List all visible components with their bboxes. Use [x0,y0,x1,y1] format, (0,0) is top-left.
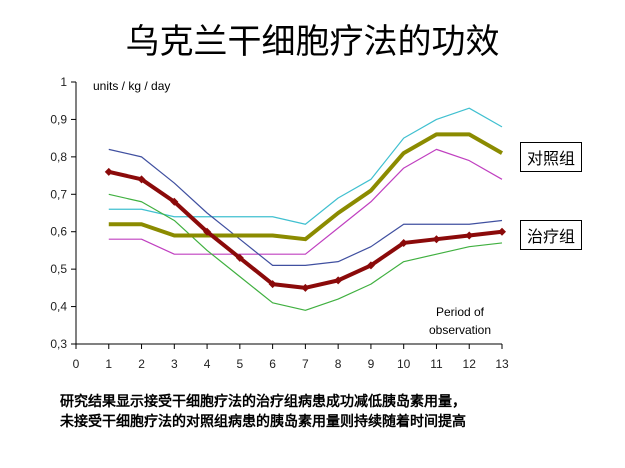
y-tick-label: 0,6 [50,225,67,239]
treatment-data-point [334,276,343,285]
y-axis-unit-label: units / kg / day [93,79,170,93]
x-tick-label: 11 [430,357,443,371]
series-line-treatment-mean [108,169,503,290]
legend-treatment-label: 治疗组 [520,220,583,250]
series-line-control-mean [108,132,503,242]
treatment-data-point [203,227,212,236]
x-tick-label: 1 [105,357,112,371]
series-line-control-upper [108,107,503,225]
x-tick-label: 4 [204,357,211,371]
x-axis-label-line2: observation [429,323,491,337]
treatment-data-point [268,280,277,289]
caption-line-1: 研究结果显示接受干细胞疗法的治疗组病患成功减低胰岛素用量， [60,394,466,410]
y-tick-label: 0,8 [50,150,67,164]
y-tick-label: 1 [60,75,67,89]
treatment-data-point [399,238,408,247]
x-tick-label: 0 [73,357,80,371]
treatment-data-point [432,235,441,244]
legend-control-label: 对照组 [520,142,583,172]
series-line-treatment-upper [108,148,503,266]
caption-line-2: 未接受干细胞疗法的对照组病患的胰岛素用量则持续随着时间提高 [60,414,466,430]
x-tick-label: 6 [269,357,276,371]
y-tick-label: 0,3 [50,337,67,351]
y-tick-label: 0,9 [50,112,67,126]
series-line-control-lower [108,148,503,255]
treatment-data-point [170,197,179,206]
treatment-data-point [498,227,506,236]
x-tick-label: 8 [335,357,342,371]
x-tick-label: 3 [171,357,178,371]
x-tick-label: 10 [397,357,411,371]
treatment-data-point [465,231,474,240]
treatment-data-point [235,253,244,262]
y-tick-label: 0,4 [50,300,67,314]
treatment-data-point [104,167,113,176]
series-line-treatment-lower [108,193,503,311]
caption: 研究结果显示接受干细胞疗法的治疗组病患成功减低胰岛素用量， 未接受干细胞疗法的对… [60,392,620,432]
x-axis-label-line1: Period of [436,305,485,319]
x-tick-label: 2 [138,357,145,371]
x-tick-label: 13 [495,357,509,371]
chart-title: 乌克兰干细胞疗法的功效 [125,22,500,62]
y-tick-label: 0,5 [50,262,67,276]
x-tick-label: 9 [368,357,375,371]
x-tick-label: 5 [237,357,244,371]
treatment-data-point [366,261,375,270]
treatment-data-point [137,175,146,184]
treatment-data-point [301,283,310,292]
x-tick-label: 7 [302,357,309,371]
x-tick-label: 12 [463,357,477,371]
y-tick-label: 0,7 [50,187,67,201]
